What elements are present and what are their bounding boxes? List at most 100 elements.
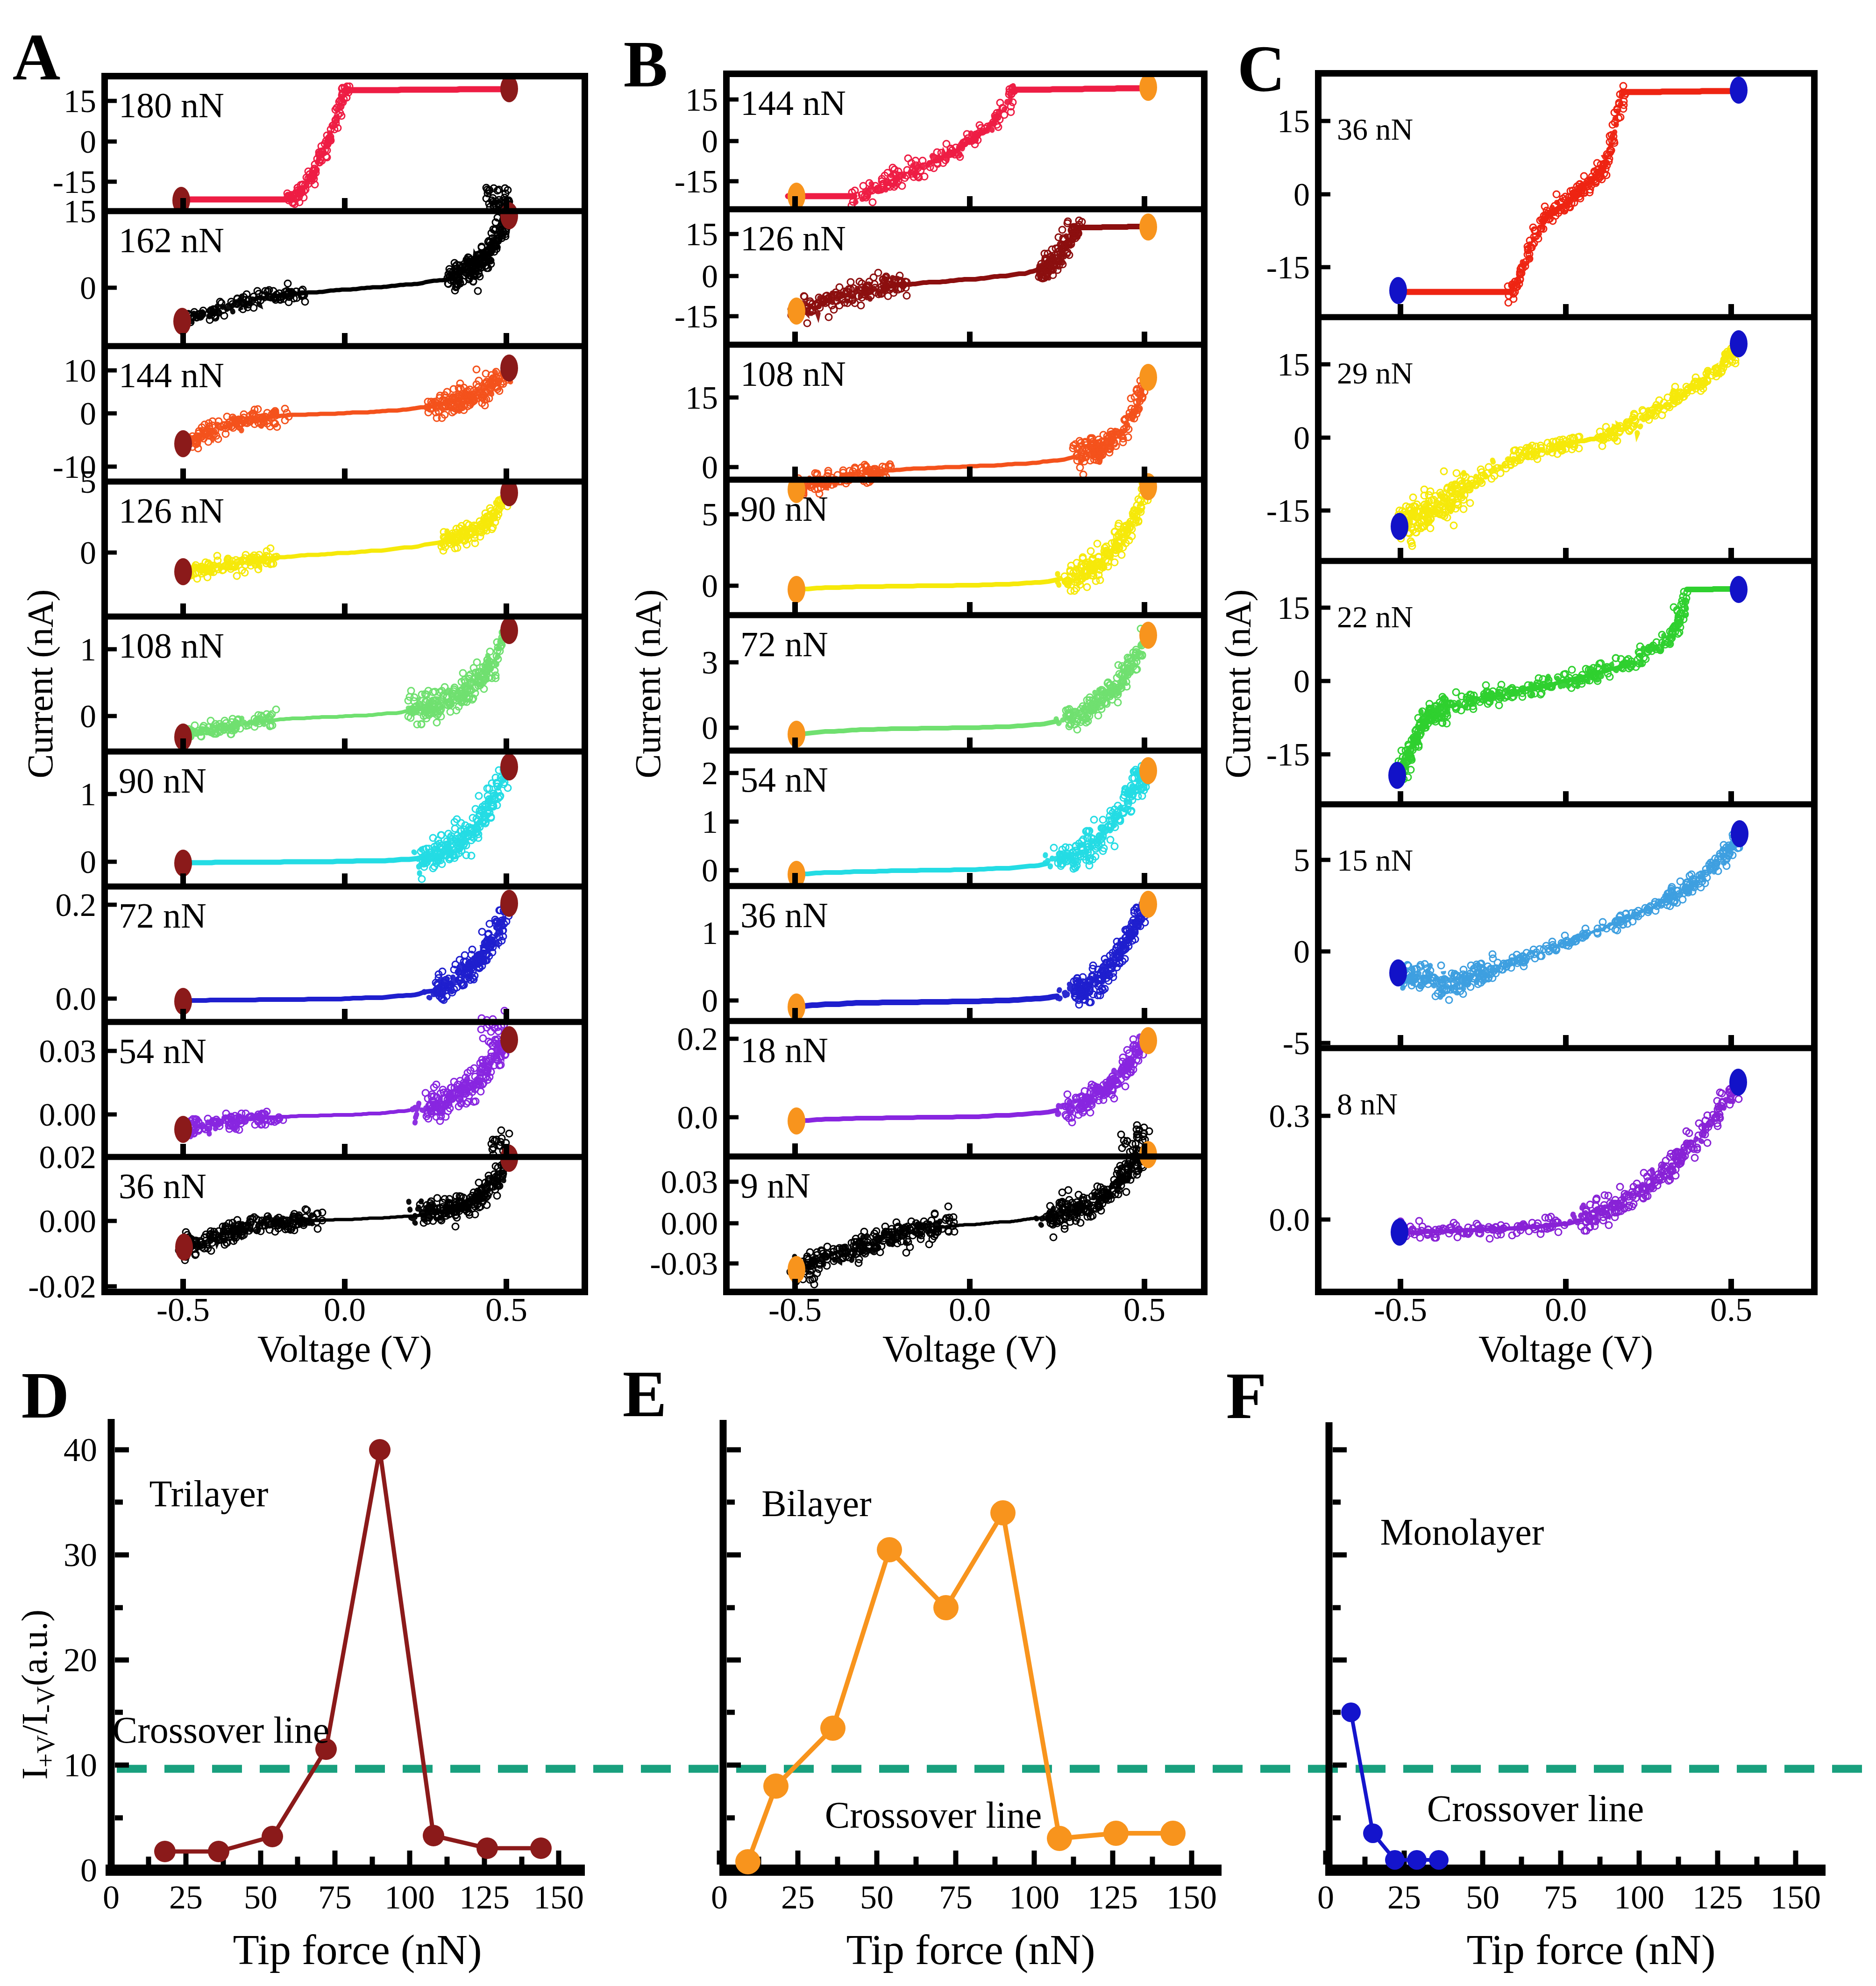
svg-text:15: 15 <box>685 82 718 118</box>
svg-text:25: 25 <box>1387 1879 1421 1916</box>
svg-text:0: 0 <box>1293 663 1310 699</box>
svg-text:0: 0 <box>80 124 96 160</box>
svg-text:75: 75 <box>1544 1879 1578 1916</box>
svg-text:0.5: 0.5 <box>1123 1291 1165 1328</box>
svg-text:15: 15 <box>1277 590 1310 626</box>
svg-text:15: 15 <box>64 193 96 229</box>
svg-text:30: 30 <box>64 1536 97 1574</box>
svg-text:0: 0 <box>1293 177 1310 213</box>
svg-text:75: 75 <box>318 1879 352 1916</box>
svg-text:18 nN: 18 nN <box>740 1030 828 1070</box>
svg-text:9 nN: 9 nN <box>740 1166 810 1205</box>
svg-text:0: 0 <box>702 710 718 746</box>
svg-text:0: 0 <box>80 698 96 734</box>
svg-text:1: 1 <box>702 915 718 951</box>
svg-text:-0.5: -0.5 <box>1374 1291 1427 1328</box>
svg-text:5: 5 <box>80 464 96 500</box>
svg-text:22 nN: 22 nN <box>1337 600 1413 634</box>
svg-text:-5: -5 <box>1283 1025 1310 1061</box>
svg-text:50: 50 <box>860 1879 894 1916</box>
svg-text:100: 100 <box>1009 1879 1059 1916</box>
svg-text:0.00: 0.00 <box>661 1206 718 1241</box>
svg-text:Current (nA): Current (nA) <box>627 589 668 778</box>
svg-text:54 nN: 54 nN <box>119 1031 206 1071</box>
svg-text:72 nN: 72 nN <box>119 896 206 935</box>
svg-text:10: 10 <box>64 353 96 389</box>
svg-text:150: 150 <box>533 1879 584 1916</box>
svg-text:50: 50 <box>1466 1879 1499 1916</box>
svg-text:0: 0 <box>702 449 718 485</box>
svg-text:E: E <box>623 1357 667 1431</box>
svg-text:1: 1 <box>80 776 96 812</box>
svg-text:1: 1 <box>702 804 718 840</box>
svg-text:Crossover line: Crossover line <box>113 1709 329 1751</box>
svg-text:Voltage (V): Voltage (V) <box>1478 1328 1653 1370</box>
svg-text:0.5: 0.5 <box>485 1291 527 1328</box>
svg-text:0: 0 <box>103 1879 120 1916</box>
svg-text:0: 0 <box>702 852 718 888</box>
svg-text:125: 125 <box>459 1879 510 1916</box>
svg-text:8 nN: 8 nN <box>1337 1087 1398 1121</box>
svg-text:0.2: 0.2 <box>677 1021 718 1057</box>
svg-text:15: 15 <box>685 216 718 252</box>
svg-text:0: 0 <box>1317 1879 1334 1916</box>
svg-text:Tip force (nN): Tip force (nN) <box>846 1926 1095 1973</box>
svg-text:54 nN: 54 nN <box>740 760 828 799</box>
svg-text:C: C <box>1237 32 1286 106</box>
svg-text:Bilayer: Bilayer <box>761 1483 871 1524</box>
svg-text:144 nN: 144 nN <box>119 355 224 395</box>
svg-text:40: 40 <box>64 1431 97 1468</box>
svg-text:108 nN: 108 nN <box>740 354 846 393</box>
svg-text:F: F <box>1226 1359 1267 1433</box>
svg-text:0.03: 0.03 <box>39 1033 97 1069</box>
svg-text:-15: -15 <box>1266 493 1310 529</box>
svg-text:75: 75 <box>939 1879 973 1916</box>
svg-text:Crossover line: Crossover line <box>825 1794 1042 1836</box>
svg-text:-15: -15 <box>1266 249 1310 285</box>
svg-text:5: 5 <box>702 496 718 532</box>
svg-text:0.0: 0.0 <box>56 981 97 1017</box>
svg-text:0.00: 0.00 <box>39 1097 97 1133</box>
svg-text:36 nN: 36 nN <box>740 895 828 935</box>
svg-text:126 nN: 126 nN <box>119 491 224 530</box>
svg-text:Voltage (V): Voltage (V) <box>257 1328 432 1370</box>
svg-text:50: 50 <box>244 1879 277 1916</box>
svg-text:Tip force (nN): Tip force (nN) <box>233 1926 482 1973</box>
svg-text:0: 0 <box>80 535 96 571</box>
svg-text:0.0: 0.0 <box>1545 1291 1587 1328</box>
svg-text:0.02: 0.02 <box>39 1139 97 1175</box>
svg-text:0.0: 0.0 <box>1269 1202 1310 1238</box>
svg-text:Trilayer: Trilayer <box>149 1473 269 1514</box>
svg-text:0.00: 0.00 <box>39 1203 97 1239</box>
svg-text:0.03: 0.03 <box>661 1164 718 1200</box>
svg-text:-15: -15 <box>675 163 718 199</box>
svg-text:72 nN: 72 nN <box>740 624 828 664</box>
svg-text:15: 15 <box>1277 347 1310 383</box>
svg-text:15 nN: 15 nN <box>1337 843 1413 877</box>
svg-text:162 nN: 162 nN <box>119 220 224 260</box>
svg-text:1: 1 <box>80 631 96 667</box>
svg-text:-15: -15 <box>675 298 718 334</box>
svg-text:Current (nA): Current (nA) <box>1217 589 1258 778</box>
svg-text:0: 0 <box>80 844 96 880</box>
svg-text:10: 10 <box>64 1746 97 1784</box>
svg-text:20: 20 <box>64 1641 97 1679</box>
svg-text:0.0: 0.0 <box>324 1291 366 1328</box>
svg-text:A: A <box>13 20 61 94</box>
svg-text:0: 0 <box>80 396 96 432</box>
svg-text:0: 0 <box>702 983 718 1019</box>
svg-text:Crossover line: Crossover line <box>1427 1788 1644 1829</box>
svg-text:-0.02: -0.02 <box>28 1269 96 1305</box>
svg-text:15: 15 <box>1277 103 1310 139</box>
svg-text:0: 0 <box>702 123 718 159</box>
svg-text:B: B <box>624 27 668 101</box>
svg-text:0: 0 <box>702 258 718 294</box>
svg-text:36 nN: 36 nN <box>119 1166 206 1206</box>
svg-text:125: 125 <box>1692 1879 1743 1916</box>
svg-text:0.0: 0.0 <box>677 1099 718 1135</box>
svg-text:Monolayer: Monolayer <box>1380 1511 1544 1553</box>
svg-text:-0.03: -0.03 <box>650 1246 718 1282</box>
svg-text:0: 0 <box>711 1879 728 1916</box>
svg-text:36 nN: 36 nN <box>1337 112 1413 146</box>
svg-text:25: 25 <box>169 1879 203 1916</box>
